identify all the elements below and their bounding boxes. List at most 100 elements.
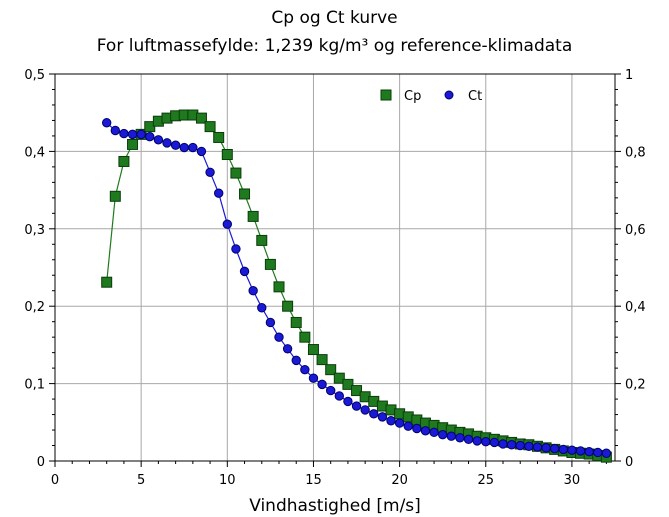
ct-point — [567, 445, 577, 455]
cp-point — [247, 210, 259, 222]
ct-point — [300, 364, 310, 375]
ct-point — [541, 443, 551, 453]
ct-point — [205, 167, 215, 177]
x-tick-label: 25 — [477, 473, 494, 488]
cp-point — [213, 131, 225, 143]
ct-point — [429, 427, 439, 438]
ct-point — [282, 344, 293, 354]
y-right-tick-label: 1 — [625, 68, 633, 83]
y-right-tick-label: 0,6 — [625, 223, 646, 238]
plot-frame — [54, 73, 616, 462]
x-tick-label: 5 — [137, 473, 145, 488]
y-left-tick-label: 0,4 — [24, 145, 45, 160]
y-left-tick-label: 0 — [37, 455, 45, 470]
y-left-tick-label: 0,1 — [24, 378, 45, 393]
ct-point — [532, 442, 543, 452]
ct-point — [351, 401, 362, 411]
ct-point — [248, 286, 258, 296]
cp-point — [342, 378, 354, 390]
legend-cp-label: Cp — [404, 89, 421, 104]
x-tick-label: 30 — [564, 473, 581, 488]
ct-point — [412, 423, 422, 434]
ct-point — [145, 131, 155, 142]
ct-point — [575, 446, 586, 456]
ct-point — [377, 412, 388, 422]
chart-title: Cp og Ct kurve — [271, 8, 398, 28]
ct-point — [153, 135, 164, 145]
cp-point — [204, 121, 216, 133]
ct-point — [549, 443, 560, 454]
ct-point — [343, 396, 353, 407]
y-left-tick-labels: 0 0,1 0,2 0,3 0,4 0,5 — [24, 68, 45, 470]
cp-point — [109, 190, 121, 202]
cp-point — [273, 281, 285, 293]
x-axis-title: Vindhastighed [m/s] — [249, 496, 421, 516]
ct-point — [265, 317, 276, 328]
ct-point — [593, 447, 603, 458]
chart-subtitle: For luftmassefylde: 1,239 kg/m³ og refer… — [96, 36, 573, 56]
y-left-tick-label: 0,5 — [24, 68, 45, 83]
ct-point — [446, 431, 457, 441]
ct-point — [119, 128, 129, 139]
cp-point — [282, 300, 294, 312]
ct-point — [437, 429, 448, 440]
ct-point — [222, 219, 233, 229]
ct-point — [101, 118, 112, 128]
ct-point — [584, 447, 594, 457]
cp-point — [333, 372, 345, 384]
y-left-tick-label: 0,3 — [24, 223, 45, 238]
y-left-tick-label: 0,2 — [24, 300, 45, 315]
ct-point — [463, 434, 474, 445]
cp-point — [307, 344, 319, 356]
ct-point — [369, 409, 379, 419]
ct-point — [110, 125, 121, 136]
ct-point — [127, 129, 138, 140]
series-layer — [101, 109, 612, 463]
legend: Cp Ct — [380, 89, 482, 104]
ct-point — [515, 440, 525, 451]
ct-point — [274, 332, 284, 342]
ct-point — [308, 373, 319, 383]
ct-point — [506, 440, 517, 450]
y-right-tick-label: 0,2 — [625, 378, 646, 393]
ct-point — [239, 266, 250, 277]
ct-point — [455, 433, 465, 443]
ct-point — [601, 448, 612, 458]
ct-point — [334, 391, 345, 401]
x-tick-labels: 0 5 10 15 20 25 30 — [51, 473, 580, 488]
x-tick-label: 20 — [391, 473, 408, 488]
ct-point — [524, 441, 534, 451]
cp-point — [325, 364, 337, 376]
y-right-tick-labels: 0 0,2 0,4 0,6 0,8 1 — [625, 68, 646, 470]
cp-point — [316, 354, 328, 366]
ct-point — [386, 416, 396, 426]
ct-point — [170, 140, 181, 150]
legend-cp-marker — [380, 89, 392, 101]
ct-point — [420, 426, 431, 436]
legend-ct-marker — [444, 90, 454, 100]
cp-point — [195, 112, 207, 124]
cp-point — [127, 138, 139, 150]
cp-point — [264, 258, 276, 270]
cp-point — [101, 276, 113, 288]
ct-point — [394, 418, 405, 428]
ct-point — [325, 385, 336, 396]
ct-point — [162, 138, 172, 148]
ct-point — [179, 142, 189, 153]
cp-point — [118, 155, 130, 167]
ct-point — [489, 437, 500, 448]
cp-point — [351, 385, 363, 397]
cp-point — [221, 148, 233, 160]
ct-point — [136, 129, 146, 140]
ct-point — [291, 355, 301, 366]
ct-point — [196, 146, 207, 157]
x-tick-label: 10 — [219, 473, 236, 488]
cp-point — [290, 316, 302, 328]
cp-point — [239, 188, 251, 200]
ct-point — [472, 436, 482, 446]
ct-point — [481, 436, 491, 447]
ct-point — [558, 444, 569, 455]
ct-point — [498, 439, 508, 449]
cp-point — [299, 331, 311, 343]
